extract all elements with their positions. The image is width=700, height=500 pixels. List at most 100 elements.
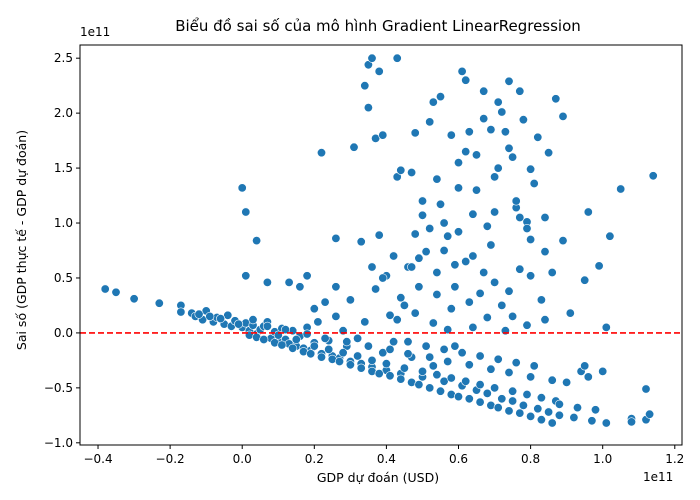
data-point-280 bbox=[331, 282, 341, 292]
data-point-98 bbox=[450, 341, 460, 351]
data-point-129 bbox=[518, 115, 528, 125]
data-point-206 bbox=[399, 363, 409, 373]
data-point-220 bbox=[342, 337, 352, 347]
data-point-164 bbox=[645, 409, 655, 419]
data-point-281 bbox=[367, 262, 377, 272]
data-point-123 bbox=[504, 143, 514, 153]
data-point-289 bbox=[453, 158, 463, 168]
data-point-64 bbox=[371, 284, 381, 294]
data-point-219 bbox=[320, 333, 330, 343]
data-point-43 bbox=[320, 297, 330, 307]
data-point-291 bbox=[572, 403, 582, 413]
data-point-133 bbox=[526, 271, 536, 281]
data-point-41 bbox=[316, 148, 326, 158]
data-point-190 bbox=[475, 397, 485, 407]
data-point-120 bbox=[497, 394, 507, 404]
y-axis: −1.0 −0.5 0.0 0.5 1.0 1.5 2.0 2.5 bbox=[44, 51, 80, 450]
data-point-277 bbox=[241, 271, 251, 281]
data-point-252 bbox=[450, 282, 460, 292]
data-point-267 bbox=[526, 235, 536, 245]
data-point-146 bbox=[562, 377, 572, 387]
data-point-105 bbox=[464, 127, 474, 137]
data-point-274 bbox=[237, 183, 247, 193]
data-point-290 bbox=[554, 399, 564, 409]
data-point-222 bbox=[385, 344, 395, 354]
data-point-247 bbox=[529, 361, 539, 371]
x-axis: −0.4 −0.2 0.0 0.2 0.4 0.6 0.8 1.0 1.2 bbox=[83, 445, 684, 466]
y-tick-label-5: 1.5 bbox=[54, 161, 73, 175]
data-point-210 bbox=[461, 376, 471, 386]
data-point-134 bbox=[529, 179, 539, 189]
data-point-152 bbox=[587, 416, 597, 426]
data-point-90 bbox=[432, 289, 442, 299]
data-point-85 bbox=[417, 210, 427, 220]
data-point-245 bbox=[493, 354, 503, 364]
data-point-82 bbox=[410, 128, 420, 138]
data-point-127 bbox=[515, 86, 525, 96]
data-point-171 bbox=[288, 343, 298, 353]
data-point-135 bbox=[533, 132, 543, 142]
data-point-68 bbox=[378, 130, 388, 140]
data-point-151 bbox=[583, 207, 593, 217]
data-point-159 bbox=[616, 184, 626, 194]
data-point-279 bbox=[302, 271, 312, 281]
data-point-168 bbox=[259, 334, 269, 344]
data-point-270 bbox=[248, 315, 258, 325]
data-point-246 bbox=[511, 358, 521, 368]
data-point-178 bbox=[356, 363, 366, 373]
data-point-109 bbox=[471, 150, 481, 160]
y-tick-label-1: −0.5 bbox=[44, 381, 73, 395]
data-point-215 bbox=[536, 393, 546, 403]
data-point-201 bbox=[324, 344, 334, 354]
data-point-177 bbox=[345, 360, 355, 370]
data-point-292 bbox=[580, 361, 590, 371]
data-point-95 bbox=[439, 246, 449, 256]
data-point-269 bbox=[234, 319, 244, 329]
data-point-259 bbox=[443, 231, 453, 241]
data-point-249 bbox=[396, 293, 406, 303]
data-point-283 bbox=[439, 218, 449, 228]
data-point-112 bbox=[479, 114, 489, 124]
data-point-197 bbox=[547, 418, 557, 428]
data-point-203 bbox=[353, 351, 363, 361]
data-point-195 bbox=[526, 411, 536, 421]
data-point-202 bbox=[338, 348, 348, 358]
chart-title: Biểu đồ sai số của mô hình Gradient Line… bbox=[175, 17, 581, 35]
data-point-143 bbox=[554, 410, 564, 420]
data-point-121 bbox=[500, 127, 510, 137]
data-point-173 bbox=[306, 349, 316, 359]
data-point-194 bbox=[515, 408, 525, 418]
data-point-158 bbox=[605, 231, 615, 241]
data-point-241 bbox=[421, 341, 431, 351]
data-point-284 bbox=[471, 185, 481, 195]
data-point-3 bbox=[154, 298, 164, 308]
data-point-199 bbox=[291, 334, 301, 344]
data-point-205 bbox=[381, 359, 391, 369]
y-tick-label-2: 0.0 bbox=[54, 326, 73, 340]
data-point-253 bbox=[468, 251, 478, 261]
data-point-104 bbox=[461, 147, 471, 157]
data-point-288 bbox=[493, 97, 503, 107]
data-point-235 bbox=[468, 322, 478, 332]
data-point-238 bbox=[522, 320, 532, 330]
x-axis-label: GDP dự đoán (USD) bbox=[317, 470, 439, 485]
x-tick-label-3: 0.2 bbox=[305, 452, 324, 466]
data-point-181 bbox=[385, 371, 395, 381]
data-point-204 bbox=[367, 355, 377, 365]
data-point-272 bbox=[194, 309, 204, 319]
data-point-136 bbox=[533, 404, 543, 414]
data-point-115 bbox=[486, 125, 496, 135]
data-point-57 bbox=[360, 81, 370, 91]
data-point-103 bbox=[461, 75, 471, 85]
data-point-278 bbox=[262, 277, 272, 287]
data-point-264 bbox=[417, 196, 427, 206]
data-point-282 bbox=[389, 251, 399, 261]
data-point-89 bbox=[428, 361, 438, 371]
data-point-287 bbox=[511, 196, 521, 206]
data-point-162 bbox=[641, 384, 651, 394]
data-point-156 bbox=[601, 322, 611, 332]
data-point-33 bbox=[295, 282, 305, 292]
y-axis-label: Sai số (GDP thực tế - GDP dự đoán) bbox=[14, 130, 29, 350]
data-point-239 bbox=[540, 315, 550, 325]
data-point-186 bbox=[435, 386, 445, 396]
